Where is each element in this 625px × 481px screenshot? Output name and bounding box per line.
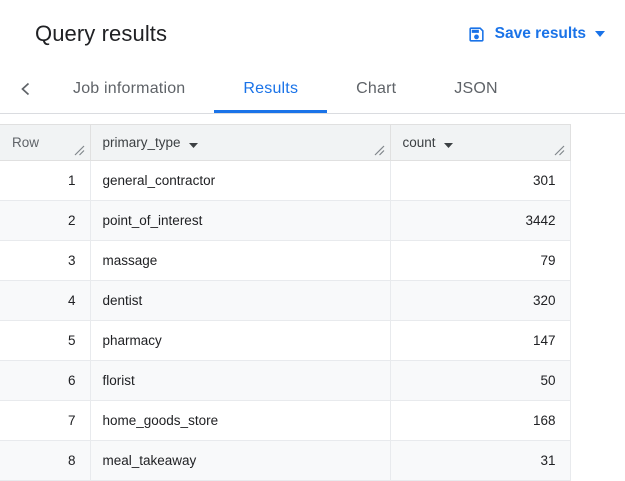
tab-json[interactable]: JSON <box>425 68 526 113</box>
count-cell: 79 <box>390 240 571 281</box>
count-cell: 301 <box>390 160 571 201</box>
spacer <box>0 114 625 124</box>
row-number-cell: 8 <box>0 440 91 481</box>
row-number-cell: 6 <box>0 360 91 401</box>
tab-chart[interactable]: Chart <box>327 68 425 113</box>
caret-down-icon <box>595 31 605 37</box>
column-resize-handle-icon[interactable] <box>74 145 85 156</box>
results-table: Row primary_type <box>0 124 571 481</box>
sort-caret-icon[interactable] <box>188 136 198 151</box>
tab-results[interactable]: Results <box>214 68 328 113</box>
table-row: 3 massage 79 <box>0 240 571 281</box>
row-number-cell: 2 <box>0 200 91 241</box>
save-results-button[interactable]: Save results <box>463 19 609 50</box>
column-resize-handle-icon[interactable] <box>554 145 565 156</box>
primary-type-cell: meal_takeaway <box>90 440 391 481</box>
table-row: 7 home_goods_store 168 <box>0 400 571 441</box>
count-cell: 31 <box>390 440 571 481</box>
table-row: 5 pharmacy 147 <box>0 320 571 361</box>
count-cell: 147 <box>390 320 571 361</box>
sort-caret-icon[interactable] <box>443 136 453 151</box>
save-icon <box>467 25 486 44</box>
column-resize-handle-icon[interactable] <box>374 145 385 156</box>
column-label: count <box>402 135 436 150</box>
tab-label: JSON <box>454 80 498 97</box>
count-cell: 168 <box>390 400 571 441</box>
primary-type-cell: pharmacy <box>90 320 391 361</box>
column-label: primary_type <box>102 135 181 150</box>
primary-type-cell: home_goods_store <box>90 400 391 441</box>
table-row: 4 dentist 320 <box>0 280 571 321</box>
chevron-left-icon <box>17 80 35 101</box>
count-cell: 50 <box>390 360 571 401</box>
row-number-cell: 5 <box>0 320 91 361</box>
count-cell: 3442 <box>390 200 571 241</box>
tab-job-information[interactable]: Job information <box>44 68 214 113</box>
primary-type-cell: massage <box>90 240 391 281</box>
count-cell: 320 <box>390 280 571 321</box>
primary-type-cell: florist <box>90 360 391 401</box>
tab-label: Results <box>243 80 299 97</box>
page-title: Query results <box>35 21 168 46</box>
column-header-row: Row primary_type <box>0 124 571 161</box>
row-number-cell: 3 <box>0 240 91 281</box>
tab-label: Chart <box>356 80 397 97</box>
table-row: 6 florist 50 <box>0 360 571 401</box>
top-bar: Query results Save results <box>0 0 625 68</box>
row-number-cell: 1 <box>0 160 91 201</box>
column-header-count[interactable]: count <box>390 124 571 161</box>
tab-label: Job information <box>73 80 186 97</box>
table-row: 8 meal_takeaway 31 <box>0 440 571 481</box>
column-header-primary-type[interactable]: primary_type <box>90 124 391 161</box>
table-row: 2 point_of_interest 3442 <box>0 200 571 241</box>
row-number-cell: 7 <box>0 400 91 441</box>
column-header-row-number: Row <box>0 124 91 161</box>
primary-type-cell: point_of_interest <box>90 200 391 241</box>
table-row: 1 general_contractor 301 <box>0 160 571 201</box>
row-number-cell: 4 <box>0 280 91 321</box>
column-label: Row <box>12 135 40 150</box>
primary-type-cell: general_contractor <box>90 160 391 201</box>
back-chevron-button[interactable] <box>8 68 44 113</box>
save-results-label: Save results <box>494 25 586 42</box>
tab-bar: Job information Results Chart JSON <box>0 68 625 114</box>
primary-type-cell: dentist <box>90 280 391 321</box>
